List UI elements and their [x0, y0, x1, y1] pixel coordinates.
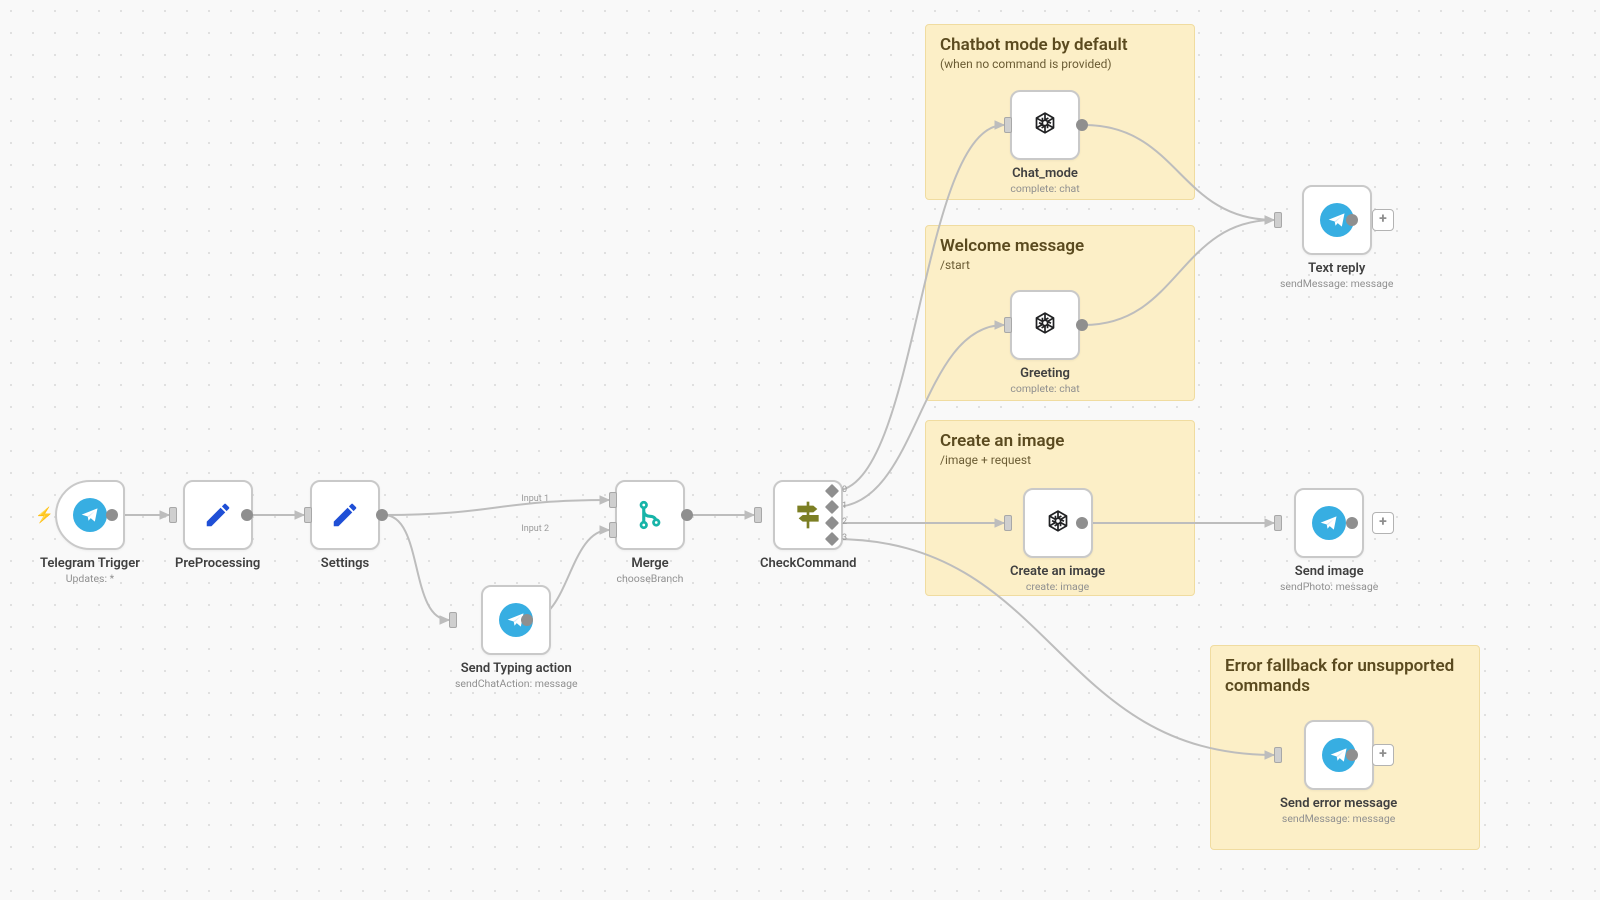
- node-label: Send image: [1295, 564, 1364, 579]
- output-port[interactable]: [1346, 517, 1358, 529]
- node-sendimg[interactable]: Send imagesendPhoto: message+: [1280, 488, 1378, 593]
- input-port[interactable]: [449, 612, 457, 628]
- input-port[interactable]: [169, 507, 177, 523]
- sticky-subtitle: /image + request: [940, 453, 1180, 467]
- node-subtitle: create: image: [1026, 580, 1089, 593]
- sticky-title: Error fallback for unsupported commands: [1225, 656, 1465, 697]
- edge: [384, 500, 609, 515]
- output-port[interactable]: [241, 509, 253, 521]
- node-merge[interactable]: MergechooseBranchInput 1Input 2: [615, 480, 685, 585]
- input-port[interactable]: [1274, 747, 1282, 763]
- sticky-title: Welcome message: [940, 236, 1180, 256]
- sticky-title: Create an image: [940, 431, 1180, 451]
- node-label: Chat_mode: [1012, 166, 1078, 181]
- node-subtitle: Updates: *: [66, 572, 114, 585]
- node-subtitle: sendMessage: message: [1280, 277, 1393, 290]
- node-label: PreProcessing: [175, 556, 260, 571]
- output-port[interactable]: [681, 509, 693, 521]
- input-port[interactable]: [1004, 515, 1012, 531]
- node-subtitle: sendPhoto: message: [1280, 580, 1378, 593]
- input-port[interactable]: [1274, 212, 1282, 228]
- add-output-button[interactable]: +: [1372, 744, 1394, 766]
- input-port[interactable]: [304, 507, 312, 523]
- input-port-label: Input 1: [499, 494, 549, 504]
- add-output-button[interactable]: +: [1372, 209, 1394, 231]
- output-port[interactable]: [106, 509, 118, 521]
- output-port[interactable]: [1076, 319, 1088, 331]
- output-port[interactable]: [1076, 119, 1088, 131]
- node-senderr[interactable]: Send error messagesendMessage: message +: [1280, 720, 1397, 825]
- sticky-title: Chatbot mode by default: [940, 35, 1180, 55]
- node-subtitle: chooseBranch: [617, 572, 684, 585]
- sticky-subtitle: (when no command is provided): [940, 57, 1180, 71]
- node-trigger[interactable]: ⚡Telegram TriggerUpdates: *: [40, 480, 140, 585]
- output-port-label: 3: [842, 533, 847, 543]
- node-settings[interactable]: Settings: [310, 480, 380, 571]
- output-port[interactable]: [1076, 517, 1088, 529]
- node-createimg[interactable]: Create an imagecreate: image: [1010, 488, 1105, 593]
- node-label: Settings: [321, 556, 369, 571]
- node-label: Greeting: [1020, 366, 1070, 381]
- node-label: Send Typing action: [461, 661, 572, 676]
- input-port[interactable]: [609, 522, 617, 538]
- edge: [384, 515, 449, 620]
- node-label: Create an image: [1010, 564, 1105, 579]
- input-port[interactable]: [1004, 317, 1012, 333]
- node-textreply[interactable]: Text replysendMessage: message +: [1280, 185, 1393, 290]
- node-subtitle: complete: chat: [1010, 182, 1079, 195]
- node-label: Send error message: [1280, 796, 1397, 811]
- node-chatmode[interactable]: Chat_modecomplete: chat: [1010, 90, 1080, 195]
- node-greeting[interactable]: Greetingcomplete: chat: [1010, 290, 1080, 395]
- node-label: Merge: [631, 556, 668, 571]
- output-port[interactable]: [1346, 214, 1358, 226]
- input-port[interactable]: [609, 492, 617, 508]
- node-subtitle: sendChatAction: message: [455, 677, 578, 690]
- output-port-label: 1: [842, 501, 847, 511]
- input-port[interactable]: [1004, 117, 1012, 133]
- output-port-label: 0: [842, 485, 847, 495]
- sticky-subtitle: /start: [940, 258, 1180, 272]
- node-check[interactable]: CheckCommand 0 1 2 3: [760, 480, 856, 571]
- node-typing[interactable]: Send Typing actionsendChatAction: messag…: [455, 585, 578, 690]
- input-port-label: Input 2: [499, 524, 549, 534]
- add-output-button[interactable]: +: [1372, 512, 1394, 534]
- node-label: Text reply: [1308, 261, 1365, 276]
- output-port[interactable]: [376, 509, 388, 521]
- input-port[interactable]: [1274, 515, 1282, 531]
- node-subtitle: complete: chat: [1010, 382, 1079, 395]
- output-port-label: 2: [842, 517, 847, 527]
- input-port[interactable]: [754, 507, 762, 523]
- node-subtitle: sendMessage: message: [1282, 812, 1395, 825]
- workflow-canvas[interactable]: Chatbot mode by default (when no command…: [0, 0, 1600, 900]
- trigger-bolt-icon: ⚡: [35, 506, 54, 524]
- node-label: CheckCommand: [760, 556, 856, 571]
- node-preproc[interactable]: PreProcessing: [175, 480, 260, 571]
- output-port[interactable]: [1346, 749, 1358, 761]
- node-label: Telegram Trigger: [40, 556, 140, 571]
- output-port[interactable]: [521, 614, 533, 626]
